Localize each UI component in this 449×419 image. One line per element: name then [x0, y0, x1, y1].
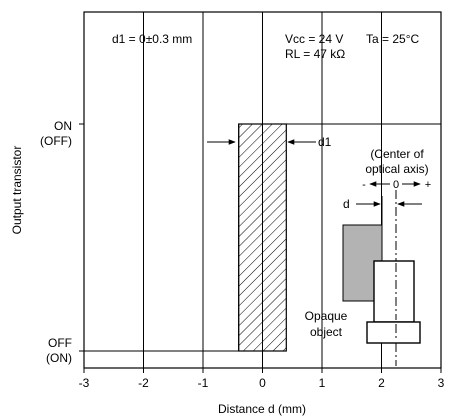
- opaque-label-1: Opaque: [305, 309, 348, 323]
- y-level-on-paren: (OFF): [40, 134, 72, 148]
- tick-labels: -3 -2 -1 0 1 2 3: [79, 376, 445, 390]
- d1-label: d1: [318, 135, 332, 149]
- d1-condition: d1 = 0±0.3 mm: [112, 32, 192, 46]
- sensor-base: [366, 321, 421, 344]
- y-level-on: ON: [54, 119, 72, 133]
- y-level-off: OFF: [48, 336, 72, 350]
- dir-minus: -: [362, 179, 366, 191]
- tick-label-x-4: 1: [319, 376, 326, 390]
- d-label: d: [343, 197, 350, 211]
- optical-axis-label-2: optical axis): [365, 162, 428, 176]
- dir-plus: +: [425, 179, 431, 191]
- tick-label-x-3: 0: [259, 376, 266, 390]
- x-axis-label: Distance d (mm): [218, 402, 306, 416]
- tick-label-x-5: 2: [378, 376, 385, 390]
- optical-axis-label-1: (Center of: [370, 147, 424, 161]
- rl-condition: RL = 47 kΩ: [285, 47, 345, 61]
- tick-label-x-1: -2: [138, 376, 149, 390]
- vcc-condition: Vcc = 24 V: [285, 32, 343, 46]
- sensor-body: [373, 260, 415, 323]
- tick-marks: [79, 123, 442, 373]
- ta-condition: Ta = 25°C: [366, 32, 419, 46]
- dir-zero: 0: [393, 179, 399, 191]
- y-axis-label: Output transistor: [10, 146, 24, 235]
- tick-label-x-6: 3: [438, 376, 445, 390]
- y-level-off-paren: (ON): [46, 351, 72, 365]
- tick-label-x-0: -3: [79, 376, 90, 390]
- response-line: [84, 123, 441, 352]
- tick-label-x-2: -1: [198, 376, 209, 390]
- opaque-label-2: object: [310, 325, 343, 339]
